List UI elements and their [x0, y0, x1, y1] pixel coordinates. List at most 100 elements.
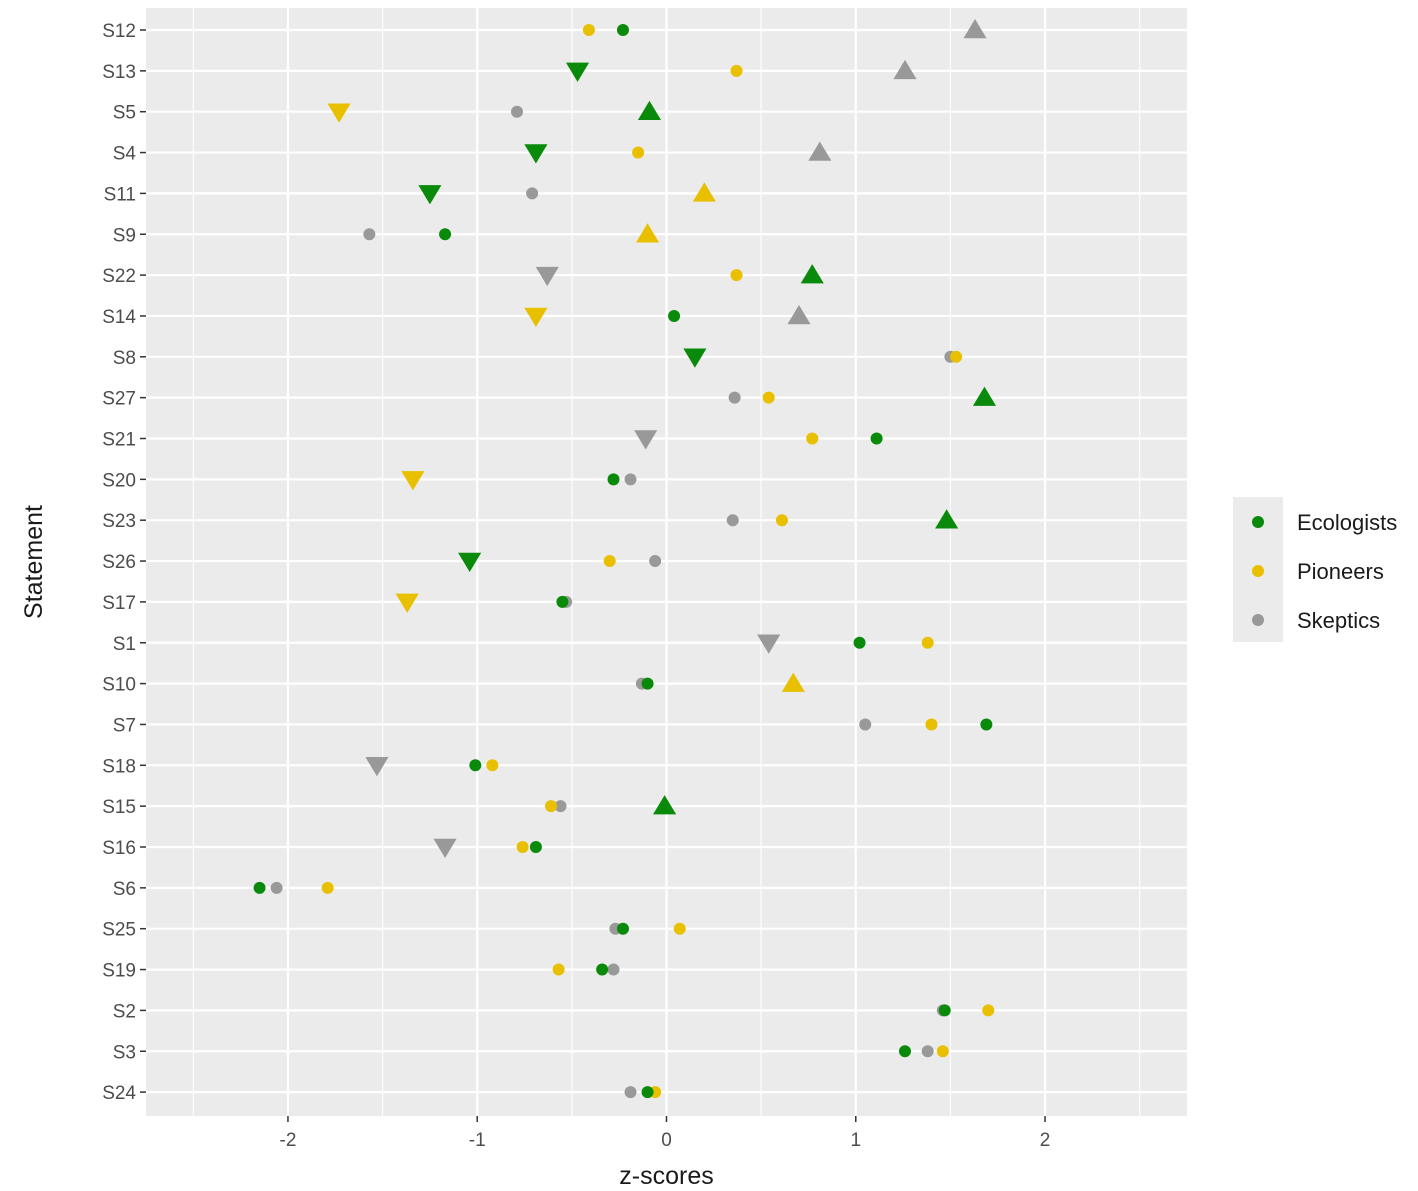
pioneers-point-S26	[603, 555, 616, 568]
ecologists-point-S21	[870, 432, 883, 445]
y-tick-label: S7	[113, 715, 136, 736]
skeptics-point-S16	[433, 838, 457, 858]
ecologists-point-S20	[607, 473, 620, 486]
legend: Ecologists Pioneers Skeptics	[1233, 497, 1397, 642]
skeptics-point-S1	[757, 634, 781, 654]
y-tick-label: S18	[102, 756, 136, 777]
pioneers-point-S1	[921, 636, 934, 649]
y-tick-label: S16	[102, 838, 136, 859]
y-tick-label: S19	[102, 961, 136, 982]
x-tick-label: 1	[850, 1130, 861, 1151]
skeptics-point-S23	[726, 514, 739, 527]
pioneers-point-S19	[552, 963, 565, 976]
ecologists-point-S12	[616, 24, 629, 36]
pioneers-point-S9	[636, 223, 660, 243]
pioneers-point-S16	[516, 841, 529, 853]
y-tick-label: S22	[102, 266, 136, 287]
skeptics-point-S27	[728, 391, 741, 404]
grid-lines	[146, 8, 1187, 1116]
skeptics-point-S19	[607, 963, 620, 976]
y-tick-label: S2	[113, 1001, 136, 1022]
ecologists-point-S17	[556, 595, 569, 608]
pioneers-point-S7	[925, 718, 938, 731]
skeptics-point-S6	[270, 881, 283, 894]
y-tick-label: S14	[102, 307, 136, 328]
y-tick-label: S11	[104, 184, 136, 205]
y-tick-label: S1	[113, 634, 136, 655]
skeptics-point-S9	[363, 228, 376, 241]
legend-label-pioneers: Pioneers	[1297, 559, 1384, 584]
ecologists-point-S16	[529, 841, 542, 853]
pioneers-point-S17	[395, 593, 419, 613]
legend-swatch-pioneers	[1252, 565, 1264, 577]
y-tick-label: S10	[102, 675, 136, 696]
pioneers-point-S23	[775, 514, 788, 527]
pioneers-point-S11	[692, 182, 716, 202]
y-tick-label: S25	[102, 920, 136, 941]
y-tick-label: S8	[113, 348, 136, 369]
ecologists-point-S1	[853, 636, 866, 649]
y-tick-label: S26	[102, 552, 136, 573]
pioneers-point-S22	[730, 269, 743, 282]
skeptics-point-S24	[624, 1086, 637, 1099]
pioneers-point-S12	[582, 24, 595, 36]
pioneers-point-S18	[486, 759, 499, 772]
skeptics-point-S15	[554, 800, 567, 813]
y-axis-title: Statement	[20, 505, 48, 619]
skeptics-point-S3	[921, 1045, 934, 1058]
ecologists-point-S7	[980, 718, 993, 731]
pioneers-point-S5	[327, 103, 351, 123]
ecologists-point-S15	[653, 795, 677, 815]
skeptics-point-S21	[634, 430, 658, 450]
pioneers-point-S10	[781, 672, 805, 692]
y-tick-label: S23	[102, 511, 136, 532]
ecologists-point-S11	[418, 185, 442, 205]
y-tick-label: S20	[102, 470, 136, 491]
pioneers-point-S20	[401, 471, 425, 491]
pioneers-point-S14	[524, 307, 548, 327]
y-tick-label: S13	[102, 62, 136, 83]
x-tick-label: -2	[280, 1130, 297, 1151]
ecologists-point-S18	[469, 759, 482, 772]
ecologists-point-S13	[565, 62, 590, 82]
y-tick-label: S27	[102, 389, 136, 410]
skeptics-point-S22	[535, 266, 559, 287]
y-tick-label: S15	[102, 797, 136, 818]
ecologists-point-S25	[616, 922, 629, 935]
ecologists-point-S6	[253, 881, 266, 894]
ecologists-point-S14	[668, 309, 681, 322]
pioneers-point-S13	[730, 64, 743, 77]
y-tick-label: S12	[102, 21, 136, 42]
pioneers-point-S15	[545, 800, 558, 813]
y-tick-label: S21	[102, 430, 136, 451]
ecologists-point-S10	[641, 677, 654, 690]
skeptics-point-S14	[787, 304, 811, 325]
pioneers-point-S27	[762, 391, 775, 404]
skeptics-point-S26	[649, 555, 662, 568]
pioneers-point-S8	[950, 350, 963, 363]
pioneers-point-S6	[321, 881, 334, 894]
skeptics-point-S12	[963, 19, 987, 39]
y-tick-label: S24	[102, 1083, 136, 1104]
ecologists-point-S9	[439, 228, 452, 241]
x-axis-title: z-scores	[619, 1162, 713, 1190]
ecologists-point-S22	[800, 264, 824, 284]
y-tick-label: S9	[113, 225, 136, 246]
ecologists-point-S24	[641, 1086, 654, 1099]
ecologists-point-S8	[683, 348, 707, 368]
skeptics-point-S7	[859, 718, 872, 731]
ecologists-point-S26	[458, 552, 482, 573]
x-axis: -2 -1 0 1 2	[280, 1116, 1050, 1151]
skeptics-point-S11	[526, 187, 539, 200]
ecologists-point-S19	[596, 963, 609, 976]
legend-label-ecologists: Ecologists	[1297, 510, 1397, 535]
data-points	[253, 19, 997, 1099]
ecologists-point-S4	[524, 144, 548, 164]
x-tick-label: -1	[469, 1130, 486, 1151]
skeptics-point-S13	[893, 59, 917, 80]
y-axis: S12 S13 S5 S4 S11 S9 S22 S14 S8 S27 S21 S20 S23 S26 S1…	[102, 21, 146, 1104]
x-tick-label: 0	[661, 1130, 672, 1151]
legend-swatch-ecologists	[1252, 516, 1264, 528]
pioneers-point-S21	[806, 432, 819, 445]
